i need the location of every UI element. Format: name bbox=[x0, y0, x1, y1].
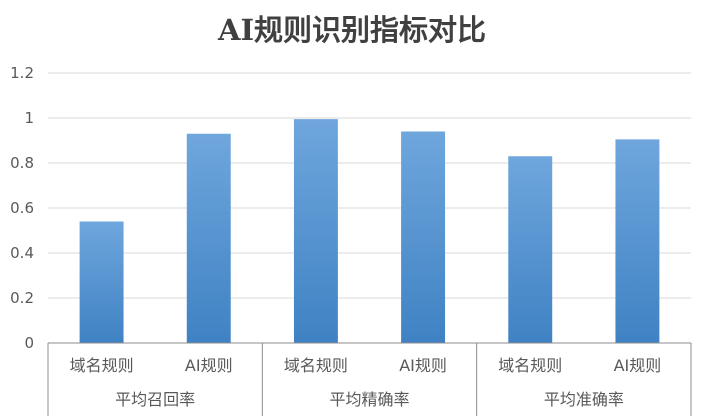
gridlines bbox=[48, 72, 691, 299]
x-category-label: AI规则 bbox=[185, 356, 233, 375]
y-tick-label: 0 bbox=[24, 334, 34, 352]
x-group-label: 平均召回率 bbox=[115, 390, 195, 409]
x-category-label: AI规则 bbox=[399, 356, 447, 375]
x-category-label: 域名规则 bbox=[70, 356, 134, 375]
y-axis-ticks: 0 0.2 0.4 0.6 0.8 1 1.2 bbox=[10, 64, 34, 352]
x-category-label: 域名规则 bbox=[498, 356, 562, 375]
y-tick-label: 0.2 bbox=[10, 289, 34, 307]
x-group-label: 平均准确率 bbox=[544, 390, 624, 409]
bar bbox=[79, 221, 124, 343]
bar bbox=[508, 156, 553, 343]
bars bbox=[79, 119, 660, 343]
y-tick-label: 1.2 bbox=[10, 64, 34, 82]
x-category-label: AI规则 bbox=[614, 356, 662, 375]
y-tick-label: 0.8 bbox=[10, 154, 34, 172]
y-tick-label: 0.4 bbox=[10, 244, 34, 262]
y-tick-label: 0.6 bbox=[10, 199, 34, 217]
chart-title: AI规则识别指标对比 bbox=[217, 13, 486, 47]
bar bbox=[293, 119, 338, 343]
y-tick-label: 1 bbox=[24, 109, 34, 127]
bar bbox=[401, 131, 446, 343]
x-group-label: 平均精确率 bbox=[329, 390, 409, 409]
bar bbox=[615, 139, 660, 343]
bar bbox=[186, 133, 231, 343]
x-category-label: 域名规则 bbox=[284, 356, 348, 375]
